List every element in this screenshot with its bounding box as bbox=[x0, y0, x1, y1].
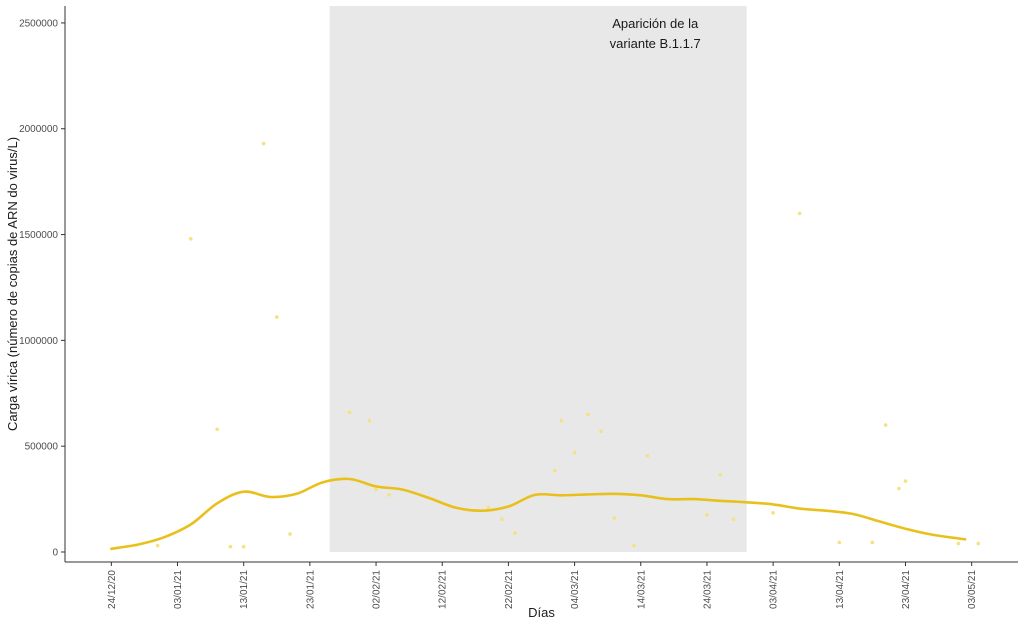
y-tick-label: 500000 bbox=[25, 442, 59, 453]
data-point bbox=[731, 517, 736, 521]
data-point bbox=[771, 511, 775, 515]
x-tick-label: 03/05/21 bbox=[967, 570, 978, 609]
y-tick-label: 1000000 bbox=[19, 336, 58, 347]
y-ticks: 0 500000 1000000 1500000 2000000 2500000 bbox=[19, 18, 65, 559]
data-point bbox=[870, 540, 875, 545]
data-point bbox=[241, 544, 246, 549]
data-point bbox=[572, 450, 577, 455]
data-point bbox=[188, 236, 193, 241]
x-tick-label: 12/02/21 bbox=[438, 570, 449, 609]
x-ticks: 24/12/20 03/01/21 13/01/21 23/01/21 02/02/21… bbox=[107, 562, 978, 609]
y-axis-title: Carga vírica (número de copias de ARN do… bbox=[5, 137, 20, 431]
data-point bbox=[274, 315, 279, 319]
y-tick-label: 2000000 bbox=[19, 124, 58, 135]
annotation-line-2: variante B.1.1.7 bbox=[610, 36, 701, 51]
x-tick-label: 23/01/21 bbox=[305, 570, 316, 609]
annotation-line-1: Aparición de la bbox=[612, 16, 699, 31]
x-tick-label: 14/03/21 bbox=[636, 570, 647, 609]
data-point bbox=[718, 472, 722, 477]
data-point bbox=[645, 453, 650, 458]
data-point bbox=[155, 543, 160, 548]
data-point bbox=[797, 211, 802, 216]
y-tick-label: 0 bbox=[52, 548, 58, 559]
data-point bbox=[599, 429, 603, 434]
x-tick-label: 03/01/21 bbox=[173, 570, 184, 609]
data-point bbox=[612, 516, 617, 520]
data-point bbox=[499, 517, 504, 521]
data-point bbox=[883, 423, 888, 427]
x-tick-label: 23/04/21 bbox=[901, 570, 912, 609]
shaded-region: Aparición de la variante B.1.1.7 bbox=[329, 6, 747, 552]
x-tick-label: 04/03/21 bbox=[570, 570, 581, 609]
data-point bbox=[486, 505, 491, 510]
x-tick-label: 02/02/21 bbox=[372, 570, 383, 609]
data-point bbox=[897, 486, 901, 491]
data-point bbox=[705, 513, 709, 517]
x-tick-label: 03/04/21 bbox=[769, 570, 780, 609]
data-point bbox=[552, 468, 557, 473]
x-tick-label: 22/02/21 bbox=[504, 570, 515, 609]
x-tick-label: 24/03/21 bbox=[702, 570, 713, 609]
data-point bbox=[228, 544, 233, 549]
data-point bbox=[513, 531, 517, 535]
trend-line bbox=[110, 477, 967, 551]
y-tick-label: 1500000 bbox=[19, 230, 58, 241]
x-tick-label: 13/01/21 bbox=[239, 570, 250, 609]
data-point bbox=[288, 532, 292, 536]
variant-period-band bbox=[329, 6, 747, 552]
data-point bbox=[261, 141, 266, 146]
data-point bbox=[215, 427, 220, 432]
data-point bbox=[559, 418, 564, 423]
data-point bbox=[903, 479, 908, 483]
y-tick-label: 2500000 bbox=[19, 18, 58, 29]
data-point bbox=[374, 487, 378, 492]
data-point bbox=[367, 418, 372, 423]
data-points bbox=[155, 141, 981, 549]
data-point bbox=[956, 541, 961, 546]
data-point bbox=[632, 543, 636, 548]
data-point bbox=[387, 493, 392, 497]
x-axis-title: Días bbox=[528, 605, 555, 620]
data-point bbox=[976, 541, 981, 546]
data-point bbox=[347, 410, 352, 415]
axes: 0 500000 1000000 1500000 2000000 2500000 24/1… bbox=[19, 6, 1018, 609]
x-tick-label: 13/04/21 bbox=[835, 570, 846, 609]
x-tick-label: 24/12/20 bbox=[107, 570, 118, 609]
data-point bbox=[837, 540, 842, 545]
data-point bbox=[586, 412, 590, 417]
